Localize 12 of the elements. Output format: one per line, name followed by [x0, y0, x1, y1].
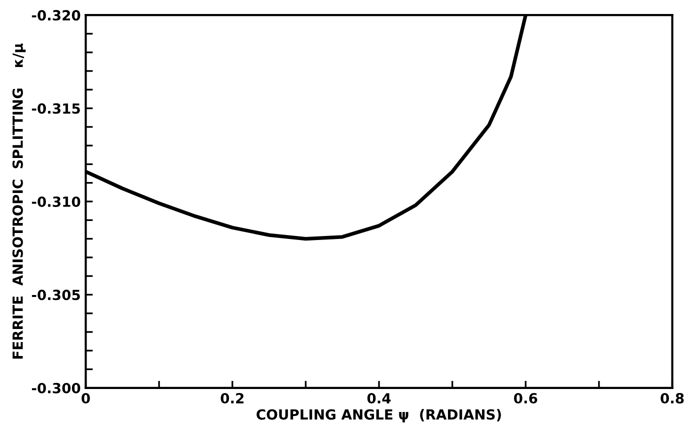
x-tick-label: 0.2 [220, 393, 244, 404]
y-tick-label: -0.300 [32, 382, 80, 394]
x-tick-label: 0 [82, 393, 90, 404]
x-tick-label: 0.4 [367, 393, 391, 404]
y-tick-label: -0.320 [32, 10, 80, 21]
x-tick-label: 0.6 [514, 393, 538, 404]
y-tick-label: -0.310 [32, 196, 80, 207]
x-axis-title: COUPLING ANGLE ψ (RADIANS) [256, 408, 501, 422]
x-tick-label: 0.8 [660, 393, 684, 404]
y-axis-title: FERRITE ANISOTROPIC SPLITTING κ/μ [12, 44, 26, 359]
y-tick-label: -0.305 [32, 290, 80, 300]
y-tick-label: -0.315 [32, 103, 80, 114]
